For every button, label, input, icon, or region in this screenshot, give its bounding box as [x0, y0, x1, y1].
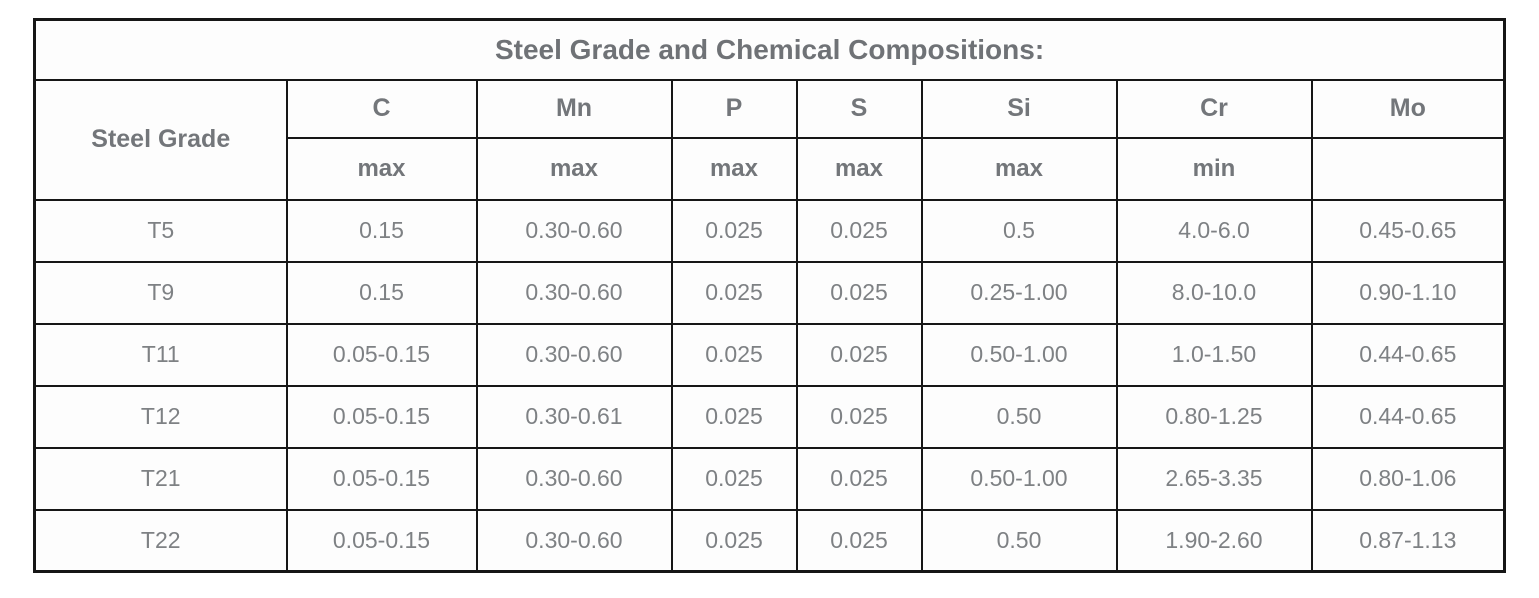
value-cell-c: 0.05-0.15	[285, 446, 478, 511]
value-cell-mn: 0.30-0.61	[475, 384, 673, 449]
value-cell-si: 0.50	[920, 508, 1118, 573]
value-cell-mo: 0.44-0.65	[1310, 322, 1506, 387]
value-cell-mo: 0.44-0.65	[1310, 384, 1506, 449]
value-cell-mo: 0.45-0.65	[1310, 198, 1506, 263]
constraint-cr: min	[1115, 136, 1313, 201]
table-row-t22: T22 0.05-0.15 0.30-0.60 0.025 0.025 0.50…	[33, 508, 1506, 573]
value-cell-mn: 0.30-0.60	[475, 446, 673, 511]
value-cell-mn: 0.30-0.60	[475, 508, 673, 573]
value-cell-si: 0.25-1.00	[920, 260, 1118, 325]
steel-grade-cell: T9	[33, 260, 288, 325]
column-header-c: C	[285, 78, 478, 139]
value-cell-mn: 0.30-0.60	[475, 322, 673, 387]
column-header-p: P	[670, 78, 798, 139]
value-cell-si: 0.50-1.00	[920, 446, 1118, 511]
table-row-t5: T5 0.15 0.30-0.60 0.025 0.025 0.5 4.0-6.…	[33, 198, 1506, 263]
value-cell-cr: 1.0-1.50	[1115, 322, 1313, 387]
value-cell-mn: 0.30-0.60	[475, 198, 673, 263]
value-cell-c: 0.05-0.15	[285, 322, 478, 387]
value-cell-p: 0.025	[670, 508, 798, 573]
value-cell-c: 0.05-0.15	[285, 508, 478, 573]
value-cell-cr: 2.65-3.35	[1115, 446, 1313, 511]
value-cell-s: 0.025	[795, 384, 923, 449]
value-cell-p: 0.025	[670, 384, 798, 449]
value-cell-s: 0.025	[795, 322, 923, 387]
column-header-steel-grade: Steel Grade	[33, 78, 288, 201]
value-cell-p: 0.025	[670, 322, 798, 387]
value-cell-s: 0.025	[795, 508, 923, 573]
value-cell-cr: 8.0-10.0	[1115, 260, 1313, 325]
value-cell-mo: 0.80-1.06	[1310, 446, 1506, 511]
value-cell-cr: 1.90-2.60	[1115, 508, 1313, 573]
column-header-row: Steel Grade C Mn P S Si Cr Mo	[33, 78, 1506, 201]
value-cell-mo: 0.90-1.10	[1310, 260, 1506, 325]
constraint-p: max	[670, 136, 798, 201]
value-cell-s: 0.025	[795, 446, 923, 511]
value-cell-cr: 4.0-6.0	[1115, 198, 1313, 263]
steel-composition-table-container: Steel Grade and Chemical Compositions: S…	[33, 18, 1507, 573]
constraint-mn: max	[475, 136, 673, 201]
value-cell-mo: 0.87-1.13	[1310, 508, 1506, 573]
table-row-t21: T21 0.05-0.15 0.30-0.60 0.025 0.025 0.50…	[33, 446, 1506, 511]
value-cell-p: 0.025	[670, 446, 798, 511]
value-cell-c: 0.15	[285, 260, 478, 325]
value-cell-si: 0.50	[920, 384, 1118, 449]
constraint-c: max	[285, 136, 478, 201]
table-title: Steel Grade and Chemical Compositions:	[33, 18, 1506, 81]
column-header-mn: Mn	[475, 78, 673, 139]
table-row-t11: T11 0.05-0.15 0.30-0.60 0.025 0.025 0.50…	[33, 322, 1506, 387]
value-cell-p: 0.025	[670, 198, 798, 263]
column-header-s: S	[795, 78, 923, 139]
value-cell-si: 0.5	[920, 198, 1118, 263]
value-cell-c: 0.15	[285, 198, 478, 263]
steel-grade-cell: T21	[33, 446, 288, 511]
value-cell-si: 0.50-1.00	[920, 322, 1118, 387]
constraint-mo	[1310, 136, 1506, 201]
constraint-header-row: max max max max max min	[35, 136, 1506, 201]
value-cell-c: 0.05-0.15	[285, 384, 478, 449]
table-title-row: Steel Grade and Chemical Compositions:	[33, 18, 1506, 81]
steel-grade-cell: T11	[33, 322, 288, 387]
constraint-s: max	[795, 136, 923, 201]
table-row-t12: T12 0.05-0.15 0.30-0.61 0.025 0.025 0.50…	[33, 384, 1506, 449]
value-cell-cr: 0.80-1.25	[1115, 384, 1313, 449]
value-cell-s: 0.025	[795, 260, 923, 325]
column-header-si: Si	[920, 78, 1118, 139]
column-header-cr: Cr	[1115, 78, 1313, 139]
steel-grade-cell: T12	[33, 384, 288, 449]
steel-grade-cell: T22	[33, 508, 288, 573]
table-row-t9: T9 0.15 0.30-0.60 0.025 0.025 0.25-1.00 …	[33, 260, 1506, 325]
column-header-mo: Mo	[1310, 78, 1506, 139]
value-cell-p: 0.025	[670, 260, 798, 325]
steel-composition-table: Steel Grade and Chemical Compositions: S…	[33, 18, 1507, 573]
steel-grade-cell: T5	[33, 198, 288, 263]
constraint-si: max	[920, 136, 1118, 201]
value-cell-mn: 0.30-0.60	[475, 260, 673, 325]
value-cell-s: 0.025	[795, 198, 923, 263]
